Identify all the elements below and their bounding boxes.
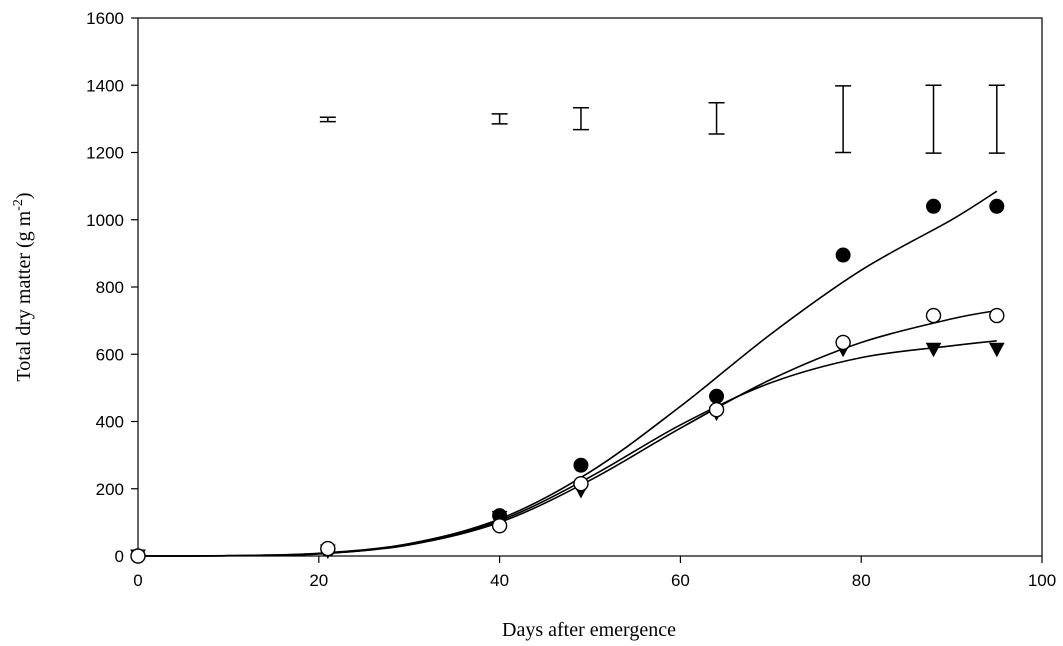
x-tick-label: 60: [671, 571, 690, 590]
marker-filled-circle: [709, 388, 725, 404]
marker-open-circle: [708, 402, 725, 418]
marker-filled-circle: [835, 247, 851, 263]
plot-area: 0 20 40 60 80 1000200400600800100012001400160…: [86, 9, 1056, 590]
x-tick-label: 20: [309, 571, 328, 590]
x-tick-label: 80: [852, 571, 871, 590]
marker-open-circle: [130, 548, 146, 564]
plot-frame: [137, 17, 1043, 557]
marker-open-circle: [573, 476, 589, 492]
error-bar: [835, 85, 852, 154]
fit-curve-open-circle: [137, 309, 997, 557]
marker-open-circle: [989, 307, 1005, 324]
error-bar: [925, 84, 942, 154]
marker-open-circle: [491, 518, 508, 534]
marker-filled-circle: [573, 457, 589, 473]
y-axis-title: Total dry matter (g m-2): [11, 192, 35, 381]
marker-filled-triangle-down: [988, 342, 1005, 358]
error-bar: [491, 113, 508, 125]
marker-open-circle: [835, 334, 851, 351]
fit-curve-filled-circle: [137, 190, 998, 557]
y-tick-label: 800: [96, 278, 124, 297]
marker-filled-circle: [926, 198, 942, 214]
y-tick-label: 0: [115, 547, 124, 566]
error-bar: [708, 101, 725, 135]
y-tick-label: 1600: [86, 9, 124, 28]
y-axis-title-main: Total dry matter (g m: [13, 210, 35, 381]
x-tick-label: 100: [1028, 571, 1056, 590]
marker-open-circle: [320, 540, 336, 557]
x-tick-label: 40: [490, 571, 509, 590]
error-bar: [319, 116, 336, 123]
marker-filled-triangle-down: [491, 510, 508, 526]
y-axis-title-tail: ): [13, 192, 35, 199]
error-bar: [988, 84, 1005, 154]
y-tick-label: 200: [96, 480, 124, 499]
y-tick-label: 400: [96, 413, 124, 432]
x-axis-title: Days after emergence: [502, 619, 676, 641]
x-tick-label: 0: [133, 571, 142, 590]
y-tick-label: 1400: [86, 76, 124, 95]
y-tick-label: 1200: [86, 144, 124, 163]
y-axis-title-superscript: -2: [11, 199, 26, 211]
marker-open-circle: [925, 307, 942, 324]
y-tick-label: 1000: [86, 211, 124, 230]
error-bar: [572, 107, 589, 131]
y-tick-label: 600: [96, 345, 124, 364]
marker-filled-circle: [989, 198, 1005, 214]
marker-filled-triangle-down: [925, 342, 942, 358]
fit-curve-filled-triangle-down: [137, 340, 997, 557]
